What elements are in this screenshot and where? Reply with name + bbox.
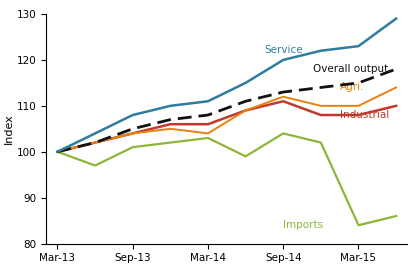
- Text: Imports: Imports: [283, 220, 323, 230]
- Text: Industrial: Industrial: [340, 110, 389, 120]
- Text: Overall output: Overall output: [313, 64, 388, 74]
- Text: Service: Service: [265, 45, 303, 55]
- Y-axis label: Index: Index: [4, 113, 14, 144]
- Text: Agri.: Agri.: [340, 82, 364, 92]
